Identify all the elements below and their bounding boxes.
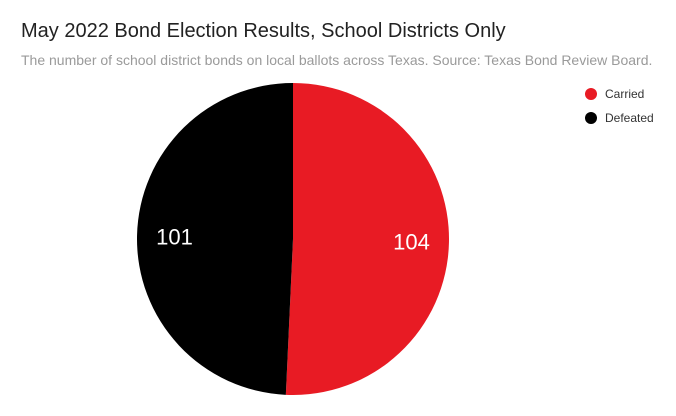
chart-subtitle: The number of school district bonds on l…: [21, 52, 653, 68]
chart-legend: Carried Defeated: [585, 82, 654, 130]
legend-label-carried: Carried: [605, 87, 645, 101]
legend-label-defeated: Defeated: [605, 111, 654, 125]
data-label-carried: 104: [393, 230, 430, 255]
pie-slice-carried: [285, 83, 449, 396]
data-label-defeated: 101: [156, 224, 193, 249]
legend-swatch-carried: [585, 88, 597, 100]
chart-title: May 2022 Bond Election Results, School D…: [21, 20, 506, 42]
legend-item-carried: Carried: [585, 82, 654, 106]
legend-item-defeated: Defeated: [585, 106, 654, 130]
legend-swatch-defeated: [585, 112, 597, 124]
pie-slice-defeated: [136, 83, 293, 395]
